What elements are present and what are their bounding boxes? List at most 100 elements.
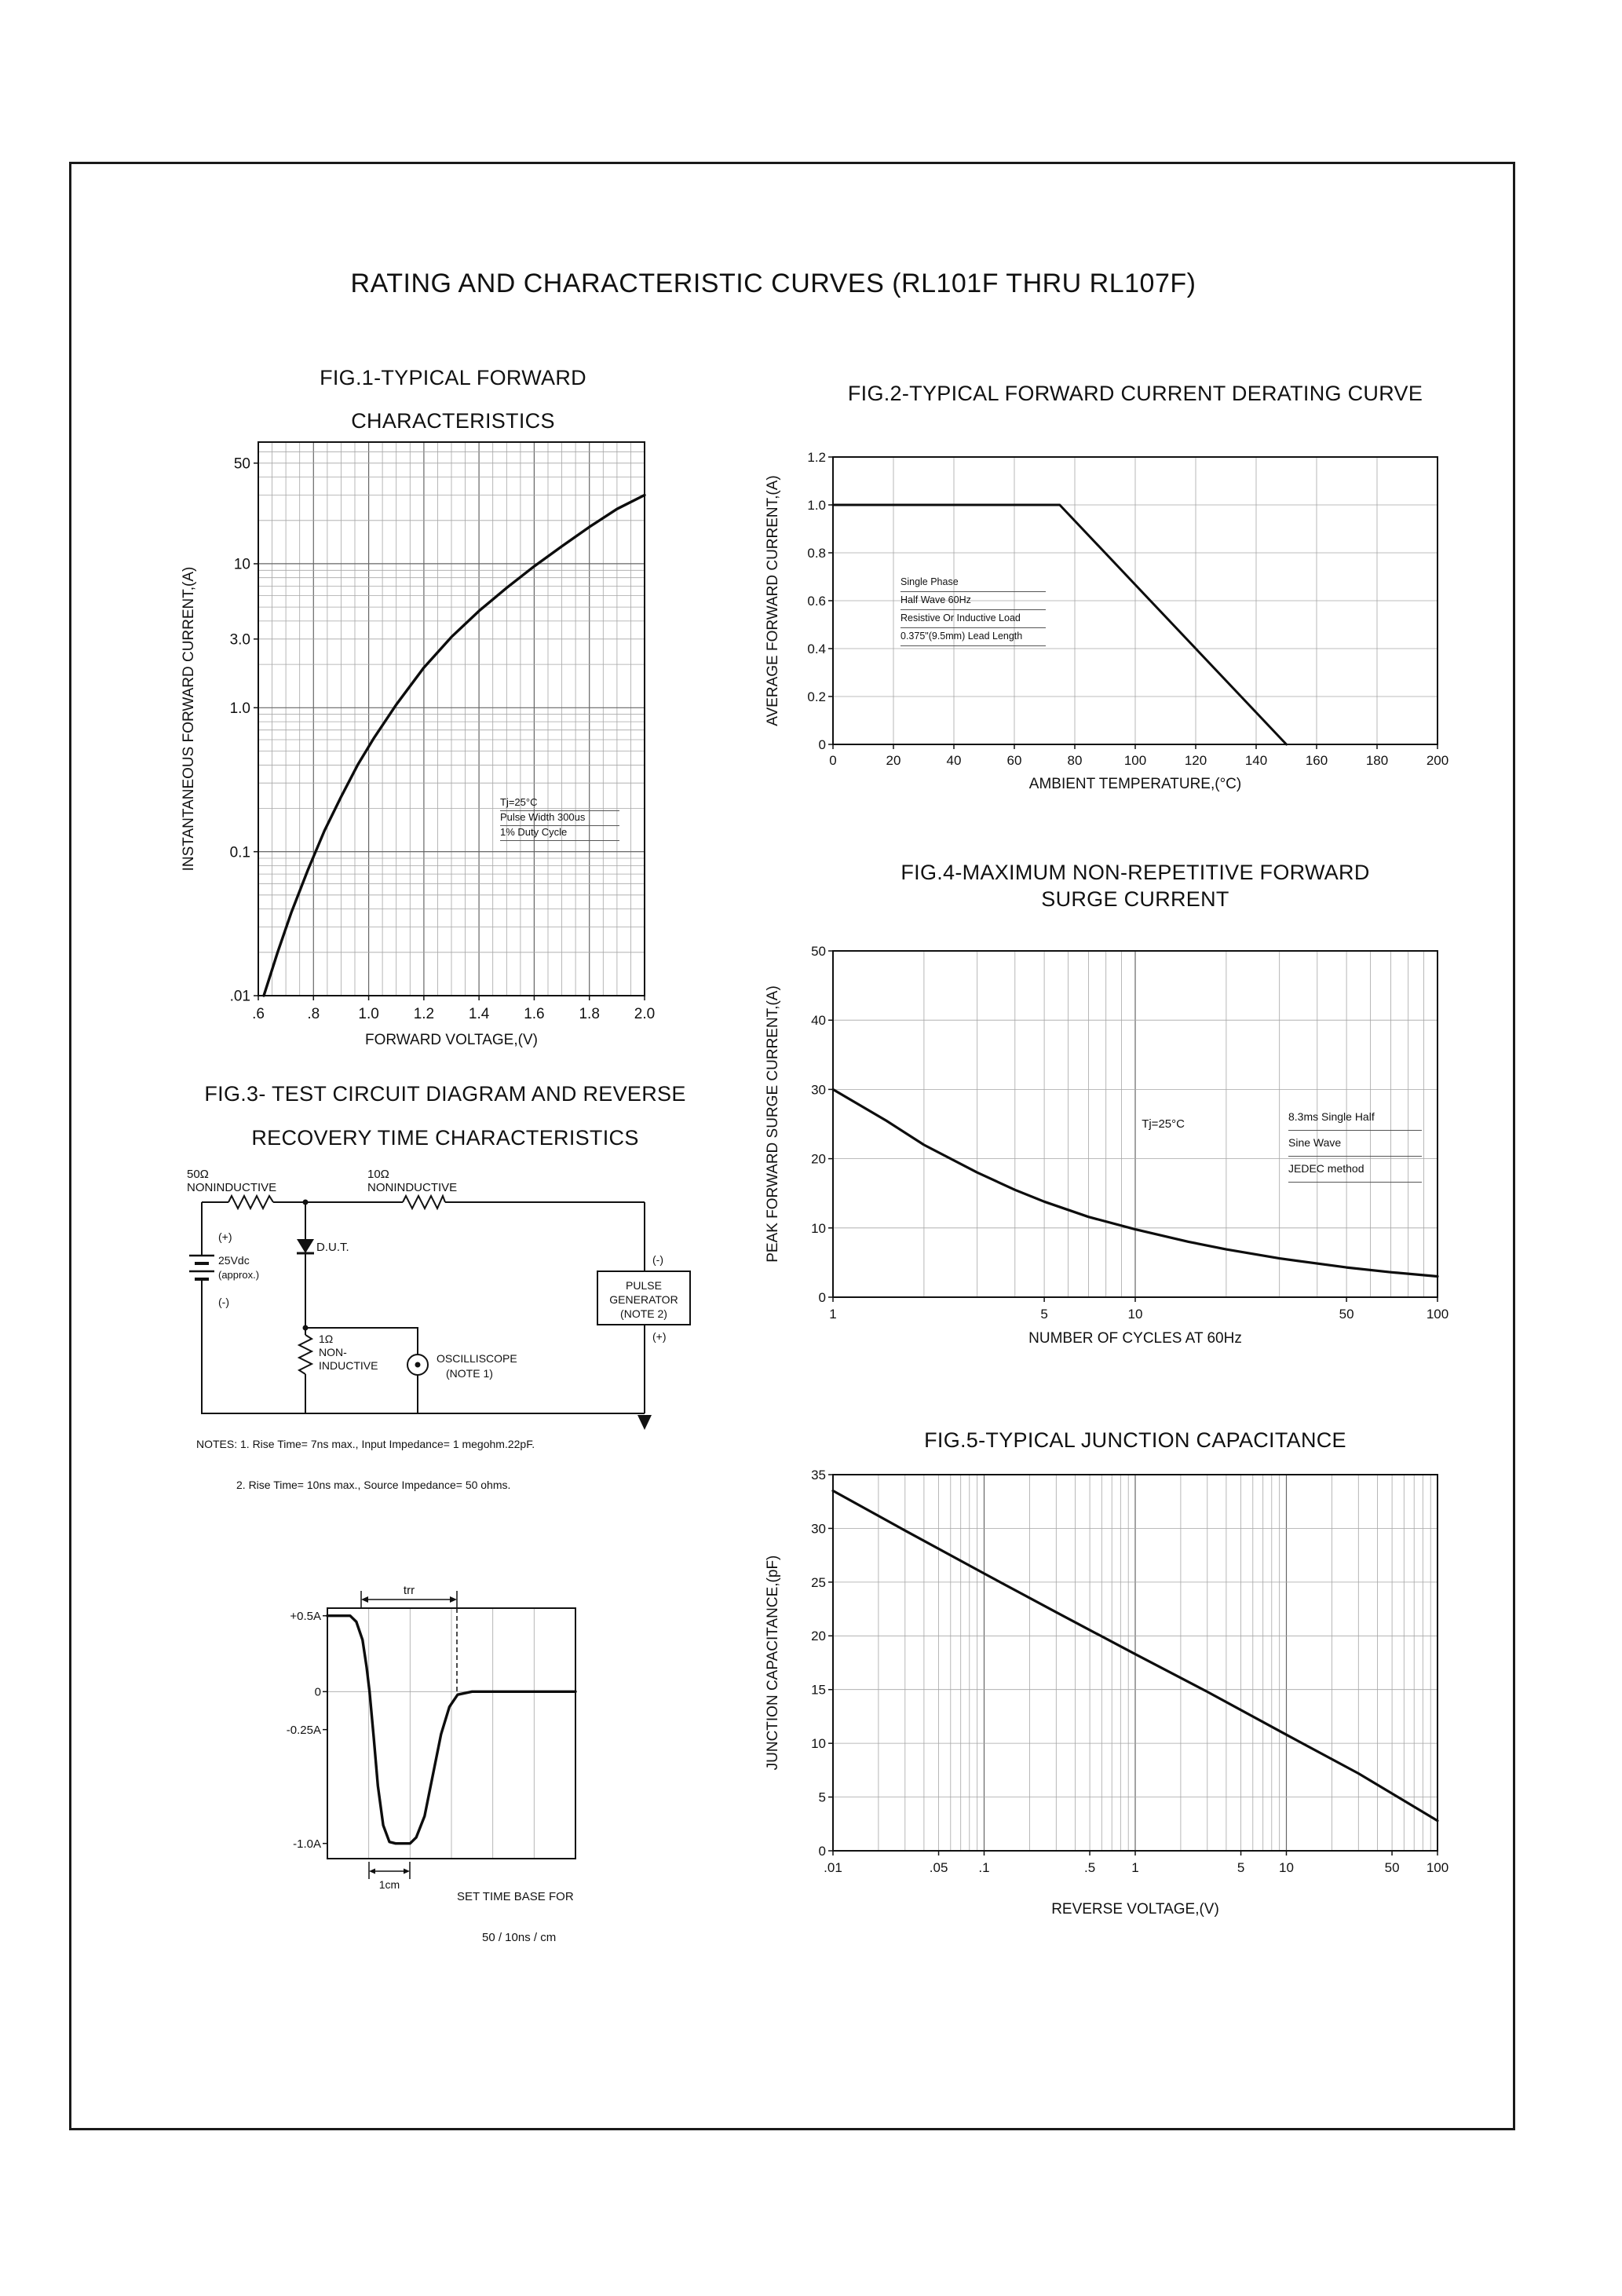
x-tick-label: 1.6 bbox=[524, 1006, 544, 1022]
x-tick-label: 1.4 bbox=[469, 1006, 490, 1022]
pulse-generator-box bbox=[597, 1270, 691, 1325]
condition-row: Single Phase bbox=[901, 574, 1046, 592]
y-tick-label: 0 bbox=[315, 1686, 321, 1699]
resistor-10ohm-symbol bbox=[402, 1194, 446, 1211]
fig2-series-curve bbox=[831, 503, 1288, 746]
x-tick-label: 40 bbox=[947, 753, 962, 768]
y-axis-label: INSTANTANEOUS FORWARD CURRENT,(A) bbox=[181, 567, 197, 872]
y-tick-label: 50 bbox=[811, 944, 826, 959]
fig2-plot: 0 20 40 60 80 100 120 140 160 180 200 0 0.2 0.4 0.6 0.8… bbox=[765, 450, 1448, 792]
y-tick-label: 40 bbox=[811, 1013, 826, 1028]
x-tick-label: .5 bbox=[1084, 1860, 1095, 1875]
y-tick-label: 0.6 bbox=[807, 594, 826, 609]
resistor-50ohm-symbol bbox=[228, 1194, 274, 1211]
x-tick-label: 100 bbox=[1427, 1307, 1448, 1322]
condition-row: Pulse Width 300us bbox=[500, 811, 619, 826]
x-tick-label: 100 bbox=[1124, 753, 1146, 768]
oscilloscope-note-label: (NOTE 1) bbox=[446, 1367, 493, 1380]
condition-row: Resistive Or Inductive Load bbox=[901, 610, 1046, 628]
page-border bbox=[69, 162, 1515, 2130]
x-tick-label: 140 bbox=[1245, 753, 1267, 768]
y-tick-label: 1.0 bbox=[807, 498, 826, 513]
x-tick-label: 100 bbox=[1427, 1860, 1448, 1875]
y-axis-label: AVERAGE FORWARD CURRENT,(A) bbox=[765, 475, 781, 726]
fig1-plot: .6 .8 1.0 1.2 1.4 1.6 1.8 2.0 50 10 3.0 1.0 0.1 .01 FO… bbox=[181, 441, 655, 1048]
resistor-1ohm-symbol bbox=[297, 1334, 314, 1375]
trr-bracket bbox=[360, 1591, 458, 1693]
r1-value-label: 50Ω bbox=[187, 1168, 209, 1181]
y-tick-label: .01 bbox=[230, 989, 250, 1005]
fig1-forward-characteristics-chart: .6 .8 1.0 1.2 1.4 1.6 1.8 2.0 50 10 3.0 1.0 0.1 .01 FO… bbox=[181, 441, 655, 1048]
fig2-conditions: Single Phase Half Wave 60Hz Resistive Or I… bbox=[901, 574, 1046, 646]
cm-scale-bracket bbox=[368, 1862, 411, 1879]
y-tick-label: 35 bbox=[811, 1468, 826, 1483]
y-tick-label: 0 bbox=[819, 1844, 826, 1859]
fig4-conditions: 8.3ms Single Half Sine Wave JEDEC method bbox=[1288, 1105, 1422, 1183]
y-tick-label: 0.8 bbox=[807, 546, 826, 561]
x-axis-label: FORWARD VOLTAGE,(V) bbox=[365, 1032, 538, 1048]
y-axis-label: PEAK FORWARD SURGE CURRENT,(A) bbox=[765, 985, 781, 1263]
x-tick-label: 160 bbox=[1306, 753, 1328, 768]
plot-frame bbox=[327, 1607, 576, 1859]
y-tick-label: -0.25A bbox=[287, 1724, 321, 1737]
condition-row: JEDEC method bbox=[1288, 1157, 1422, 1183]
fig5-junction-capacitance-chart: .01.05.1.5 1 5 10 50 10005101520253035REVERSE… bbox=[765, 1468, 1448, 1918]
fig4-series-curve bbox=[831, 1088, 1439, 1278]
fig3-title-line1: FIG.3- TEST CIRCUIT DIAGRAM AND REVERSE bbox=[204, 1082, 686, 1106]
cm-label: 1cm bbox=[379, 1878, 400, 1891]
y-tick-label: 20 bbox=[811, 1629, 826, 1643]
condition-row: 8.3ms Single Half bbox=[1288, 1105, 1422, 1131]
r3-type-label-2: INDUCTIVE bbox=[319, 1359, 378, 1372]
y-tick-label: 0 bbox=[819, 737, 826, 752]
x-tick-label: 5 bbox=[1237, 1860, 1244, 1875]
x-tick-label: 5 bbox=[1040, 1307, 1047, 1322]
x-tick-label: 1.2 bbox=[414, 1006, 434, 1022]
x-tick-label: .1 bbox=[978, 1860, 989, 1875]
y-tick-label: 0 bbox=[819, 1290, 826, 1305]
y-tick-label: -1.0A bbox=[293, 1837, 321, 1851]
fig1-title-line1: FIG.1-TYPICAL FORWARD bbox=[320, 366, 586, 389]
fig3-note-1: NOTES: 1. Rise Time= 7ns max., Input Imp… bbox=[196, 1438, 535, 1450]
fig1-series-curve bbox=[262, 493, 646, 997]
figwf-plot: +0.5A 0 -0.25A -1.0A bbox=[287, 1607, 577, 1859]
y-tick-label: 1.0 bbox=[230, 700, 250, 717]
y-tick-label: 30 bbox=[811, 1521, 826, 1536]
fig1-title-line2: CHARACTERISTICS bbox=[351, 409, 555, 433]
oscilloscope-label: OSCILLISCOPE bbox=[437, 1352, 517, 1365]
condition-row: Half Wave 60Hz bbox=[901, 592, 1046, 610]
junction-node bbox=[302, 1199, 309, 1205]
pulse-generator-label-1: PULSE bbox=[626, 1279, 662, 1292]
battery-approx-label: (approx.) bbox=[218, 1269, 259, 1281]
pulse-plus-label: (+) bbox=[652, 1330, 667, 1343]
x-tick-label: 10 bbox=[1279, 1860, 1294, 1875]
oscilloscope-dot bbox=[415, 1362, 421, 1368]
x-axis-label: NUMBER OF CYCLES AT 60Hz bbox=[1028, 1330, 1242, 1347]
y-tick-label: 15 bbox=[811, 1683, 826, 1698]
fig3-circuit-diagram: 50Ω NONINDUCTIVE 10Ω NONINDUCTIVE (+) 25… bbox=[187, 1168, 691, 1430]
y-tick-label: 1.2 bbox=[807, 450, 826, 465]
fig4-surge-current-chart: 1 5 10 50 100 0 10 20 30 40 50 NUMBER OF CYCLES AT … bbox=[765, 944, 1448, 1347]
battery-symbol bbox=[189, 1254, 214, 1281]
y-tick-label: 25 bbox=[811, 1575, 826, 1590]
x-tick-label: 50 bbox=[1339, 1307, 1354, 1322]
x-tick-label: 1.0 bbox=[358, 1006, 378, 1022]
fig1-conditions: Tj=25°C Pulse Width 300us 1% Duty Cycle bbox=[500, 796, 619, 841]
y-tick-label: 10 bbox=[811, 1221, 826, 1236]
y-tick-label: 0.2 bbox=[807, 689, 826, 704]
x-tick-label: 60 bbox=[1007, 753, 1022, 768]
battery-minus-label: (-) bbox=[218, 1296, 229, 1308]
y-tick-label: 0.4 bbox=[807, 642, 826, 656]
fig4-title-line1: FIG.4-MAXIMUM NON-REPETITIVE FORWARD bbox=[901, 861, 1370, 884]
condition-row: 1% Duty Cycle bbox=[500, 826, 619, 841]
y-tick-label: 50 bbox=[234, 455, 250, 472]
trr-label: trr bbox=[404, 1584, 415, 1597]
condition-row: Tj=25°C bbox=[500, 796, 619, 811]
x-tick-label: 1.8 bbox=[579, 1006, 599, 1022]
dut-label: D.U.T. bbox=[316, 1241, 349, 1254]
x-tick-label: 50 bbox=[1385, 1860, 1400, 1875]
x-tick-label: 120 bbox=[1185, 753, 1207, 768]
x-tick-label: 200 bbox=[1427, 753, 1448, 768]
x-tick-label: 2.0 bbox=[634, 1006, 655, 1022]
y-axis-label: JUNCTION CAPACITANCE,(pF) bbox=[765, 1556, 781, 1771]
x-tick-label: 180 bbox=[1366, 753, 1388, 768]
